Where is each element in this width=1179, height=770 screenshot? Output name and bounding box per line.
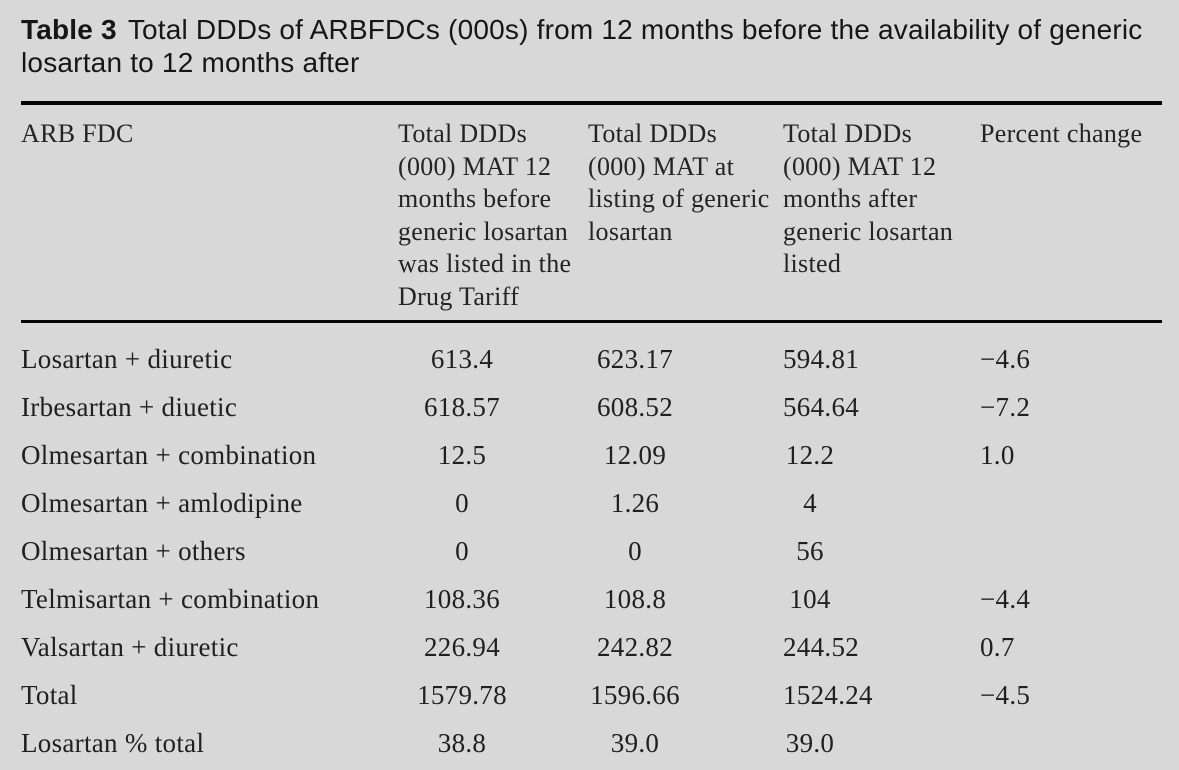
- value-cell: 39.0: [610, 727, 660, 758]
- column-header-percent-change: Percent change: [980, 103, 1162, 323]
- table-row: Losartan + diuretic 613.4 623.17 594.81 …: [21, 322, 1162, 384]
- value-cell: [980, 479, 1162, 527]
- table-row: Olmesartan + amlodipine 0 1.26 4: [21, 479, 1162, 527]
- value-cell: 12.2: [785, 439, 835, 470]
- value-cell: 12.5: [437, 439, 487, 470]
- value-cell: 104: [789, 583, 831, 614]
- value-cell: 4: [803, 487, 817, 518]
- table-row: Total 1579.78 1596.66 1524.24 −4.5: [21, 671, 1162, 719]
- value-cell: 1524.24: [783, 679, 873, 710]
- value-cell: 0.7: [980, 631, 1015, 662]
- row-label: Total: [21, 679, 78, 710]
- row-label: Telmisartan + combination: [21, 583, 320, 614]
- value-cell: 244.52: [783, 631, 860, 662]
- value-cell: 613.4: [430, 343, 494, 374]
- value-cell: 39.0: [785, 727, 835, 758]
- table-caption-text: Total DDDs of ARBFDCs (000s) from 12 mon…: [21, 14, 1143, 78]
- value-cell: −4.6: [980, 343, 1031, 374]
- table-caption-label: Table 3: [21, 14, 117, 45]
- value-cell: 608.52: [596, 391, 674, 422]
- row-label: Olmesartan + others: [21, 535, 246, 566]
- row-label: Olmesartan + amlodipine: [21, 487, 303, 518]
- value-cell: 12.09: [603, 439, 667, 470]
- table-caption: Table 3 Total DDDs of ARBFDCs (000s) from…: [21, 13, 1151, 79]
- row-label: Olmesartan + combination: [21, 439, 317, 470]
- value-cell: 56: [796, 535, 824, 566]
- table-row: Losartan % total 38.8 39.0 39.0: [21, 719, 1162, 767]
- table-row: Olmesartan + combination 12.5 12.09 12.2…: [21, 431, 1162, 479]
- value-cell: −4.4: [980, 583, 1031, 614]
- value-cell: 108.36: [423, 583, 501, 614]
- value-cell: [980, 527, 1162, 575]
- value-cell: 1.0: [980, 439, 1015, 470]
- column-header-ddd-at-listing: Total DDDs (000) MAT at listing of gener…: [588, 103, 783, 323]
- column-header-ddd-after: Total DDDs (000) MAT 12 months after gen…: [783, 103, 980, 323]
- arbfdc-ddd-table: ARB FDC Total DDDs (000) MAT 12 months b…: [21, 101, 1162, 767]
- table-row: Telmisartan + combination 108.36 108.8 1…: [21, 575, 1162, 623]
- value-cell: 0: [455, 535, 469, 566]
- value-cell: 564.64: [783, 391, 860, 422]
- value-cell: 1579.78: [417, 679, 507, 710]
- row-label: Valsartan + diuretic: [21, 631, 239, 662]
- header-row: ARB FDC Total DDDs (000) MAT 12 months b…: [21, 103, 1162, 323]
- value-cell: 623.17: [596, 343, 674, 374]
- value-cell: 226.94: [423, 631, 501, 662]
- value-cell: −7.2: [980, 391, 1031, 422]
- table-row: Irbesartan + diuetic 618.57 608.52 564.6…: [21, 383, 1162, 431]
- row-label: Irbesartan + diuetic: [21, 391, 238, 422]
- value-cell: 242.82: [596, 631, 674, 662]
- value-cell: 0: [455, 487, 469, 518]
- value-cell: 1596.66: [590, 679, 680, 710]
- value-cell: 1.26: [610, 487, 660, 518]
- table-row: Valsartan + diuretic 226.94 242.82 244.5…: [21, 623, 1162, 671]
- table-row: Olmesartan + others 0 0 56: [21, 527, 1162, 575]
- value-cell: [980, 719, 1162, 767]
- value-cell: 38.8: [437, 727, 487, 758]
- row-label: Losartan + diuretic: [21, 343, 233, 374]
- value-cell: 618.57: [423, 391, 501, 422]
- value-cell: 108.8: [603, 583, 667, 614]
- column-header-arb-fdc: ARB FDC: [21, 103, 398, 323]
- column-header-ddd-before: Total DDDs (000) MAT 12 months before ge…: [398, 103, 588, 323]
- value-cell: −4.5: [980, 679, 1031, 710]
- value-cell: 594.81: [783, 343, 860, 374]
- value-cell: 0: [628, 535, 642, 566]
- row-label: Losartan % total: [21, 727, 205, 758]
